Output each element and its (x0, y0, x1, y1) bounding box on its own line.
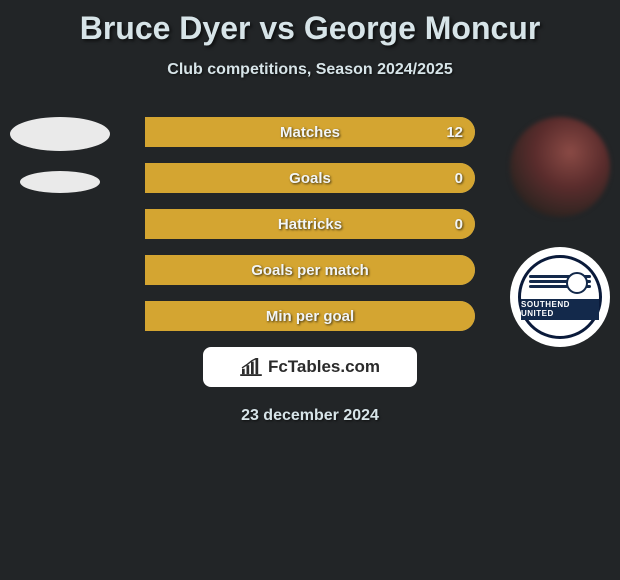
player-right-avatar-icon (510, 117, 610, 217)
stat-row: Hattricks0 (145, 209, 475, 239)
stat-row: Goals0 (145, 163, 475, 193)
logo-text: FcTables.com (268, 357, 380, 377)
page-title: Bruce Dyer vs George Moncur (0, 0, 620, 47)
date-line: 23 december 2024 (0, 407, 620, 425)
stat-value-right: 12 (446, 117, 463, 147)
stat-label: Goals (145, 163, 475, 193)
crest-text: SOUTHEND UNITED (521, 299, 599, 321)
stat-rows: Matches12Goals0Hattricks0Goals per match… (145, 117, 475, 331)
stat-row: Goals per match (145, 255, 475, 285)
player-right-crest-icon: SOUTHEND UNITED (510, 247, 610, 347)
stat-row: Min per goal (145, 301, 475, 331)
page-subtitle: Club competitions, Season 2024/2025 (0, 61, 620, 79)
stats-section: SOUTHEND UNITED Matches12Goals0Hattricks… (0, 117, 620, 331)
stat-label: Goals per match (145, 255, 475, 285)
fctables-logo: FcTables.com (203, 347, 417, 387)
player-left-avatars (10, 117, 110, 193)
player-left-crest-placeholder-icon (20, 171, 100, 193)
stat-value-right: 0 (455, 209, 463, 239)
player-right-avatars: SOUTHEND UNITED (510, 117, 610, 347)
stat-label: Matches (145, 117, 475, 147)
stat-row: Matches12 (145, 117, 475, 147)
stat-label: Min per goal (145, 301, 475, 331)
bar-chart-icon (240, 358, 262, 376)
stat-label: Hattricks (145, 209, 475, 239)
player-left-avatar-placeholder-icon (10, 117, 110, 151)
stat-value-right: 0 (455, 163, 463, 193)
